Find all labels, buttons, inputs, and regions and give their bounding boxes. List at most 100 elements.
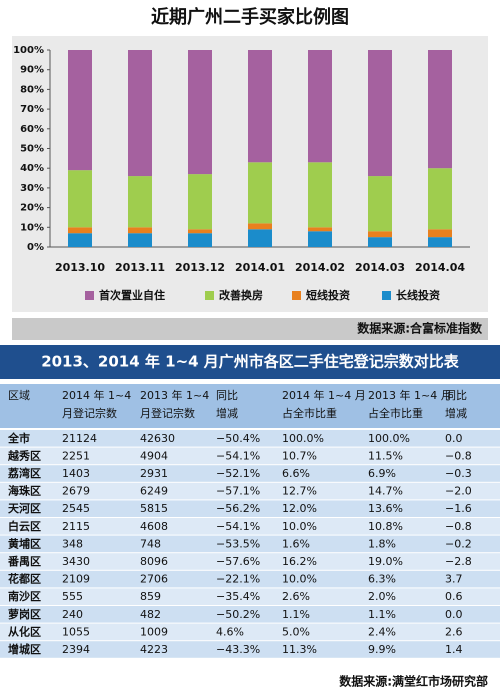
table-header: 2014 年 1~4 月 bbox=[282, 388, 366, 402]
table-cell: 5.0% bbox=[282, 625, 310, 638]
table-header: 月登记宗数 bbox=[62, 406, 117, 420]
table-cell: 10.8% bbox=[368, 520, 403, 533]
bar-segment bbox=[368, 176, 392, 232]
table-cell: 100.0% bbox=[368, 432, 410, 445]
table-header: 月登记宗数 bbox=[140, 406, 195, 420]
table-cell: 2.4% bbox=[368, 625, 396, 638]
table-cell: 11.3% bbox=[282, 643, 317, 656]
table-cell: 6.9% bbox=[368, 467, 396, 480]
table-row-bg bbox=[0, 588, 500, 605]
table-cell: −50.4% bbox=[216, 432, 260, 445]
table-cell: 42630 bbox=[140, 432, 175, 445]
bar-segment bbox=[368, 50, 392, 177]
table-cell: −57.6% bbox=[216, 555, 260, 568]
table-cell: 1.1% bbox=[282, 608, 310, 621]
row-label: 全市 bbox=[7, 431, 30, 445]
table-row-bg bbox=[0, 570, 500, 588]
y-tick-label: 50% bbox=[20, 144, 44, 155]
y-tick-label: 30% bbox=[20, 183, 44, 194]
table-header: 2014 年 1~4 bbox=[62, 388, 131, 402]
table-cell: −52.1% bbox=[216, 467, 260, 480]
table-cell: 748 bbox=[140, 537, 161, 550]
legend-label: 改善换房 bbox=[219, 288, 263, 302]
table-cell: 2706 bbox=[140, 573, 168, 586]
row-label: 从化区 bbox=[8, 624, 41, 638]
table-row-bg bbox=[0, 447, 500, 465]
table-cell: 1055 bbox=[62, 625, 90, 638]
table-cell: 348 bbox=[62, 537, 83, 550]
table-cell: 10.0% bbox=[282, 520, 317, 533]
row-label: 白云区 bbox=[8, 519, 41, 533]
row-label: 番禺区 bbox=[7, 554, 41, 568]
table-cell: 6.3% bbox=[368, 573, 396, 586]
table-cell: 0.0 bbox=[445, 432, 463, 445]
x-tick-label: 2013.11 bbox=[115, 261, 165, 274]
table-cell: −50.2% bbox=[216, 608, 260, 621]
table-header: 增减 bbox=[445, 406, 467, 420]
table-header: 占全市比重 bbox=[368, 406, 423, 420]
table-cell: −0.8 bbox=[445, 520, 472, 533]
table-cell: 1.6% bbox=[282, 537, 310, 550]
legend-label: 短线投资 bbox=[306, 288, 350, 302]
table-cell: 2115 bbox=[62, 520, 90, 533]
table-row-bg bbox=[0, 553, 500, 570]
table-header: 区域 bbox=[8, 389, 30, 402]
table-row-bg bbox=[0, 535, 500, 553]
row-label: 南沙区 bbox=[8, 589, 41, 603]
legend-swatch bbox=[382, 291, 391, 300]
table-cell: 240 bbox=[62, 608, 83, 621]
table-cell: −43.3% bbox=[216, 643, 260, 656]
table-cell: 0.0 bbox=[445, 608, 463, 621]
bar-segment bbox=[128, 50, 152, 177]
table-row-bg bbox=[0, 518, 500, 535]
bar-segment bbox=[428, 50, 452, 169]
table-cell: −2.8 bbox=[445, 555, 472, 568]
table-cell: 2.6 bbox=[445, 625, 463, 638]
table-cell: 1.4 bbox=[445, 643, 463, 656]
table-cell: 1.1% bbox=[368, 608, 396, 621]
bar-segment bbox=[248, 229, 272, 247]
table-header: 增减 bbox=[216, 406, 238, 420]
table-cell: 555 bbox=[62, 590, 83, 603]
table-cell: −54.1% bbox=[216, 520, 260, 533]
bar-segment bbox=[68, 233, 92, 247]
source-bar bbox=[12, 318, 488, 340]
y-tick-label: 100% bbox=[13, 45, 44, 56]
row-label: 花都区 bbox=[8, 572, 41, 586]
bar-segment bbox=[128, 227, 152, 234]
legend-swatch bbox=[85, 291, 94, 300]
table-cell: 100.0% bbox=[282, 432, 324, 445]
table-header: 2013 年 1~4 月 bbox=[368, 388, 452, 402]
x-tick-label: 2014.01 bbox=[235, 261, 285, 274]
table-cell: 6.6% bbox=[282, 467, 310, 480]
x-tick-label: 2013.10 bbox=[55, 261, 105, 274]
table-cell: 8096 bbox=[140, 555, 168, 568]
table-row-bg bbox=[0, 430, 500, 447]
table-source: 数据来源:满堂红市场研究部 bbox=[339, 674, 488, 689]
row-label: 荔湾区 bbox=[7, 466, 41, 480]
table-cell: 21124 bbox=[62, 432, 97, 445]
table-cell: 2251 bbox=[62, 449, 90, 462]
table-cell: 19.0% bbox=[368, 555, 403, 568]
table-cell: 859 bbox=[140, 590, 161, 603]
y-tick-label: 90% bbox=[20, 65, 44, 76]
y-tick-label: 0% bbox=[27, 242, 44, 253]
table-cell: 11.5% bbox=[368, 449, 403, 462]
table-cell: 1403 bbox=[62, 467, 90, 480]
table-cell: 13.6% bbox=[368, 502, 403, 515]
table-cell: 4223 bbox=[140, 643, 168, 656]
table-cell: 482 bbox=[140, 608, 161, 621]
table-cell: −1.6 bbox=[445, 502, 472, 515]
table-header: 2013 年 1~4 bbox=[140, 388, 209, 402]
bar-segment bbox=[308, 227, 332, 232]
table-cell: 14.7% bbox=[368, 485, 403, 498]
table-cell: −53.5% bbox=[216, 537, 260, 550]
bar-segment bbox=[188, 174, 212, 230]
table-title: 2013、2014 年 1~4 月广州市各区二手住宅登记宗数对比表 bbox=[41, 353, 460, 371]
row-label: 萝岗区 bbox=[8, 607, 41, 621]
table-header-bg bbox=[0, 384, 500, 428]
table-row-bg bbox=[0, 623, 500, 641]
row-label: 天河区 bbox=[8, 501, 41, 515]
table-cell: −22.1% bbox=[216, 573, 260, 586]
